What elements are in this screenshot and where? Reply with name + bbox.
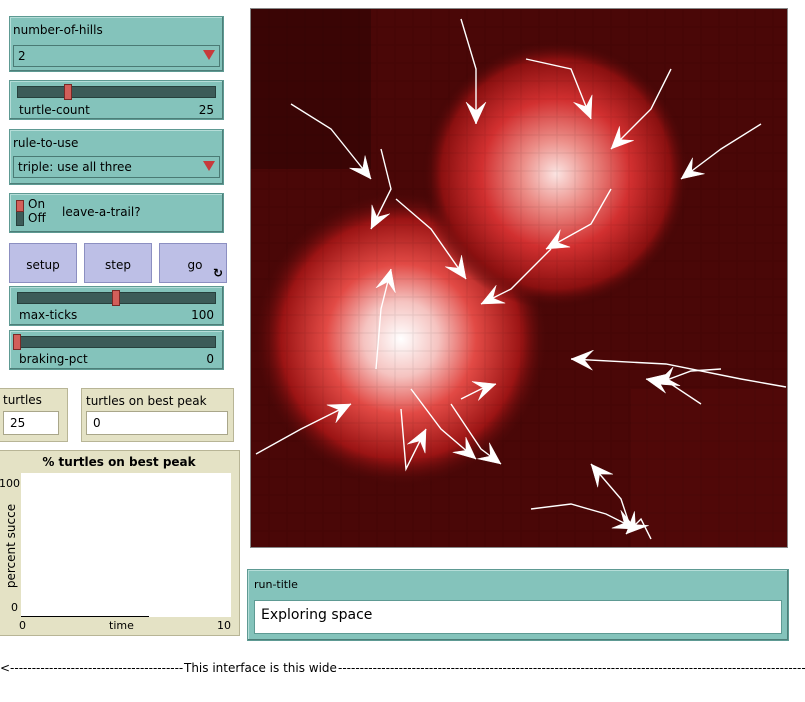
y-max-label: 100 [0,477,20,490]
monitor-value: 25 [3,411,59,435]
patch-grid [251,9,787,547]
switch-toggle-icon[interactable] [16,200,24,226]
slider-track[interactable] [13,336,216,348]
run-title-label: run-title [254,578,298,591]
slider-label: braking-pct [19,352,88,366]
turtle-trail [400,408,427,472]
turtle-arrow-icon [477,442,502,465]
turtle-trail [395,198,467,280]
switch-on-label: On [28,197,46,211]
turtle-trail [255,403,352,455]
dropdown-arrow-icon [203,161,215,171]
turtle-trails [255,18,787,540]
turtle-arrow-icon [465,101,487,125]
dropdown-value: 2 [18,49,26,63]
y-min-label: 0 [11,601,18,614]
best-peak-plot: % turtles on best peak 100 0 percent suc… [0,450,240,636]
turtle-arrow-icon [610,126,634,150]
turtle-trail [375,268,392,370]
chooser-label: number-of-hills [13,23,103,37]
braking-pct-slider[interactable]: braking-pct 0 [9,330,224,370]
go-button[interactable]: go ↻ [159,243,227,283]
max-ticks-slider[interactable]: max-ticks 100 [9,286,224,326]
run-title-input[interactable]: Exploring space [254,600,782,634]
turtle-arrow-icon [680,157,705,180]
turtle-trail [290,103,372,180]
width-note-row: <---------------------------------------… [0,661,805,679]
x-axis-label: time [109,619,134,632]
x-max-label: 10 [217,619,231,632]
turtles-monitor: turtles 25 [0,388,68,442]
forever-icon: ↻ [212,266,223,280]
turtle-trail [525,58,592,120]
rule-to-use-chooser[interactable]: rule-to-use triple: use all three [9,129,224,185]
turtle-arrow-icon [407,428,427,454]
slider-handle[interactable] [13,334,21,350]
slider-label: max-ticks [19,308,78,322]
leave-a-trail-switch[interactable]: On Off leave-a-trail? [9,193,224,233]
turtle-arrow-icon [326,403,352,423]
turtle-trail [590,463,632,530]
turtle-arrow-icon [349,155,372,180]
width-note-text: This interface is this wide [184,661,337,675]
turtle-trail [570,358,787,388]
turtle-arrow-icon [471,381,497,401]
turtle-arrow-icon [370,204,390,230]
number-of-hills-dropdown[interactable]: 2 [13,45,220,67]
turtle-arrow-icon [375,268,396,293]
right-dash-line: ----------------------------------------… [338,661,805,675]
dropdown-value: triple: use all three [18,160,132,174]
monitor-value: 0 [86,411,228,435]
plot-title: % turtles on best peak [42,455,196,469]
slider-track[interactable] [17,86,216,98]
turtle-trail [680,123,762,180]
turtle-arrow-icon [655,366,681,386]
turtle-trail [530,503,637,530]
turtle-trail [370,148,392,230]
step-button[interactable]: step [84,243,152,283]
world-canvas[interactable] [251,9,787,547]
turtle-arrow-icon [590,463,614,488]
setup-button[interactable]: setup [9,243,77,283]
plot-x-axis-line [21,616,149,617]
turtle-trail [410,388,477,460]
x-min-label: 0 [19,619,26,632]
number-of-hills-chooser[interactable]: number-of-hills 2 [9,16,224,72]
plot-area [21,473,231,617]
y-axis-label: percent succe [4,503,19,589]
monitor-label: turtles [3,393,42,407]
turtle-arrow-icon [445,255,467,280]
left-dash-line: <---------------------------------------… [0,661,183,675]
turtle-trail [545,188,612,250]
slider-label: turtle-count [19,103,90,117]
slider-handle[interactable] [64,84,72,100]
turtle-trail [460,18,477,124]
slider-value: 25 [198,103,214,117]
turtle-count-slider[interactable]: turtle-count 25 [9,80,224,120]
turtle-arrow-icon [480,285,506,305]
world-view[interactable] [250,8,788,548]
step-button-label: step [105,258,131,272]
switch-off-label: Off [28,211,46,225]
switch-knob-icon [16,200,24,212]
rule-to-use-dropdown[interactable]: triple: use all three [13,156,220,178]
switch-label: leave-a-trail? [62,205,141,219]
dropdown-arrow-icon [203,50,215,60]
turtle-arrow-icon [545,229,571,250]
turtle-arrow-icon [570,349,594,371]
slider-value: 100 [191,308,214,322]
turtle-arrow-icon [452,436,477,460]
turtle-trail [610,68,672,150]
run-title-input-widget[interactable]: run-title Exploring space [247,569,789,641]
slider-handle[interactable] [112,290,120,306]
slider-value: 0 [206,352,214,366]
go-button-label: go [187,258,203,272]
best-peak-monitor: turtles on best peak 0 [81,388,234,442]
turtle-arrow-icon [625,511,649,535]
monitor-label: turtles on best peak [86,394,207,408]
turtle-arrow-icon [573,94,593,120]
setup-button-label: setup [26,258,60,272]
chooser-label: rule-to-use [13,136,79,150]
